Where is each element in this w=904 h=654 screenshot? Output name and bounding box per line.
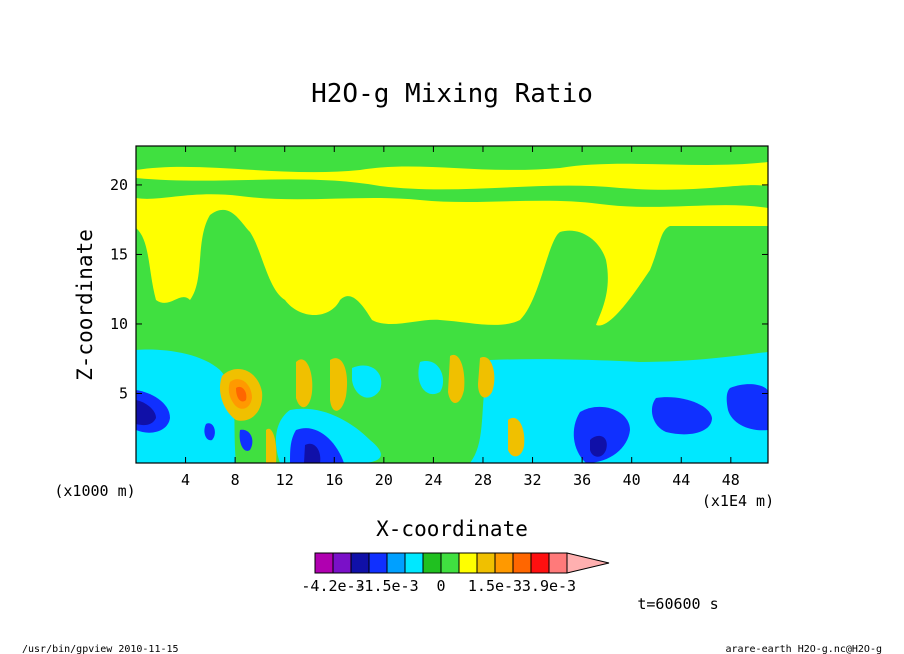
colorbar-box [530,552,550,574]
x-tick-label: 48 [722,471,740,489]
colorbar-tick-label: 0 [436,577,445,595]
x-axis-label: X-coordinate [376,517,528,541]
plot-frame [135,145,769,464]
colorbar-box [494,552,514,574]
y-tick-label: 20 [110,176,128,194]
colorbar-tick-label: 3.9e-3 [522,577,576,595]
x-tick-label: 32 [524,471,542,489]
time-label: t=60600 s [637,595,718,613]
x-tick-label: 44 [672,471,690,489]
colorbar-box [350,552,370,574]
colorbar-box [458,552,478,574]
x-tick-label: 20 [375,471,393,489]
colorbar-box [332,552,352,574]
colorbar-box [404,552,424,574]
x-tick-label: 4 [181,471,190,489]
colorbar [314,552,610,574]
colorbar-box [476,552,496,574]
colorbar-tick-label: -4.2e-3 [301,577,364,595]
x-tick-label: 40 [623,471,641,489]
y-tick-label: 5 [119,384,128,402]
chart-title: H2O-g Mixing Ratio [311,79,593,109]
y-tick-label: 15 [110,245,128,263]
colorbar-tick-label: -1.5e-3 [355,577,418,595]
y-tick-label: 10 [110,315,128,333]
x-axis-ticks: 4 8 12 16 20 24 28 32 36 40 44 48 [181,146,740,489]
footer-left: /usr/bin/gpview 2010-11-15 [22,644,179,654]
y-axis-label: Z-coordinate [73,229,97,381]
colorbar-box [548,552,568,574]
colorbar-box [512,552,532,574]
x-tick-label: 36 [573,471,591,489]
x-tick-label: 28 [474,471,492,489]
colorbar-box [440,552,460,574]
x-tick-label: 16 [325,471,343,489]
y-axis-ticks: 5 10 15 20 [110,176,768,402]
x-unit-right: (x1E4 m) [702,492,774,510]
footer-right: arare-earth_H2O-g.nc@H2O-g [725,644,882,654]
colorbar-box [386,552,406,574]
contour-field [136,146,768,463]
colorbar-box [314,552,334,574]
colorbar-labels: -4.2e-3-1.5e-3 0 1.5e-3 3.9e-3 [301,577,576,595]
x-tick-label: 24 [424,471,442,489]
x-tick-label: 8 [231,471,240,489]
x-unit-left: (x1000 m) [54,482,135,500]
colorbar-tick-label: 1.5e-3 [468,577,522,595]
colorbar-arrow [566,552,610,574]
colorbar-box [368,552,388,574]
colorbar-box [422,552,442,574]
x-tick-label: 12 [276,471,294,489]
